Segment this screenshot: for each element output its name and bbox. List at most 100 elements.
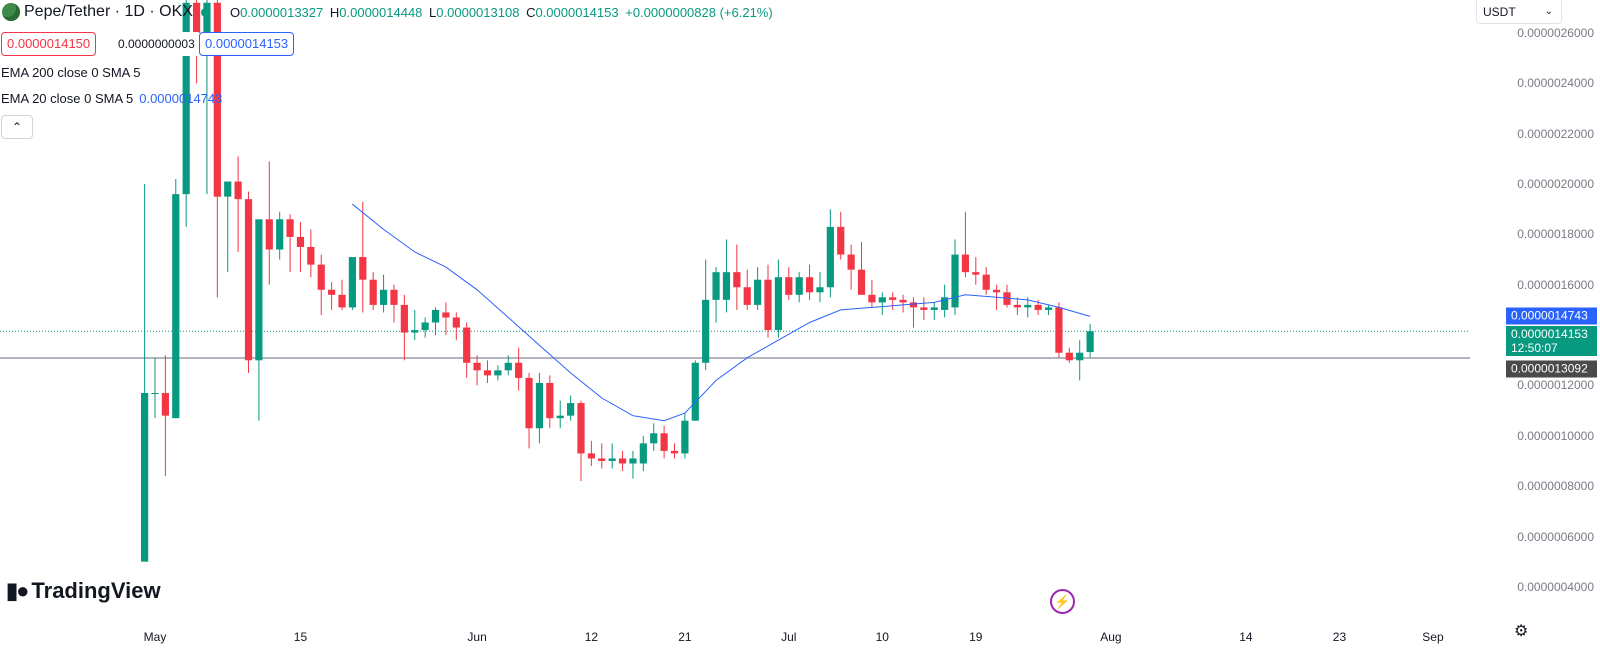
candle-body — [359, 257, 367, 280]
candle-body — [244, 199, 253, 361]
spread-value: 0.0000000003 — [112, 32, 201, 56]
candle-body — [276, 219, 284, 250]
candle-body — [733, 272, 741, 288]
candle-body — [878, 297, 886, 303]
candle-body — [286, 219, 294, 237]
candle-body — [1076, 352, 1084, 361]
candle-body — [754, 279, 762, 305]
chevron-down-icon: ⌄ — [1544, 6, 1553, 17]
candle-body — [639, 443, 647, 464]
time-axis-label: Jun — [467, 630, 487, 644]
indicator-ema20[interactable]: EMA 20 close 0 SMA 5 0.0000014743 — [1, 91, 223, 106]
time-axis-label: 19 — [969, 630, 983, 644]
candle-body — [535, 382, 544, 429]
candle-body — [182, 2, 190, 195]
candle-body — [473, 362, 481, 371]
candle-body — [1086, 331, 1094, 353]
candle-body — [494, 370, 502, 376]
sell-button[interactable]: 0.0000014150 — [1, 32, 97, 56]
crosshair-price-tag: 0.0000013092 — [1506, 360, 1597, 378]
candle-body — [141, 393, 149, 562]
candle-body — [1044, 307, 1053, 310]
symbol-header: Pepe/Tether · 1D · OKX O0.0000013327 H0.… — [0, 0, 776, 24]
bar-countdown: 12:50:07 — [1511, 341, 1558, 355]
candle-body — [920, 307, 928, 310]
candle-body — [660, 433, 668, 451]
candle-body — [224, 181, 232, 197]
candle-body — [161, 393, 169, 416]
price-axis-label: 0.0000018000 — [1517, 227, 1594, 242]
candle-body — [743, 287, 751, 305]
price-axis-label: 0.0000008000 — [1517, 479, 1594, 494]
candle-body — [379, 289, 388, 305]
candle-body — [1013, 304, 1021, 308]
time-axis-label: Sep — [1422, 630, 1444, 644]
candle-body — [483, 370, 492, 376]
candle-body — [722, 272, 731, 300]
collapse-indicators-button[interactable]: ⌃ — [1, 115, 33, 139]
candle-body — [172, 194, 180, 419]
candle-body — [795, 277, 803, 295]
candle-body — [941, 297, 949, 310]
candle-body — [816, 287, 824, 293]
candle-body — [525, 377, 533, 429]
candle-body — [681, 420, 689, 454]
ohlc-readout: O0.0000013327 H0.0000014448 L0.000001310… — [229, 4, 773, 20]
candle-body — [151, 393, 159, 395]
candle-body — [203, 2, 211, 33]
price-change: +0.0000000828 (+6.21%) — [625, 4, 773, 20]
candle-body — [899, 299, 907, 303]
indicator-ema200[interactable]: EMA 200 close 0 SMA 5 — [1, 65, 146, 80]
price-axis-label: 0.0000024000 — [1517, 76, 1594, 91]
candle-body — [785, 277, 793, 295]
candle-body — [1034, 304, 1042, 310]
symbol-title[interactable]: Pepe/Tether · 1D · OKX — [24, 3, 193, 20]
candle-body — [857, 269, 866, 295]
currency-selector[interactable]: USDT ⌄ — [1476, 0, 1562, 24]
candle-body — [961, 254, 970, 273]
candle-body — [452, 317, 460, 328]
candle-body — [951, 254, 959, 308]
candle-body — [307, 246, 315, 265]
candle-body — [296, 236, 305, 247]
candle-body — [650, 433, 658, 444]
candle-body — [702, 299, 710, 363]
candle-body — [213, 2, 221, 197]
time-axis-label: 21 — [678, 630, 692, 644]
lightning-event-icon[interactable]: ⚡ — [1050, 589, 1075, 614]
time-axis-label: 15 — [293, 630, 308, 644]
candle-body — [930, 307, 938, 310]
candle-body — [1065, 352, 1073, 361]
price-axis-label: 0.0000016000 — [1517, 277, 1594, 292]
price-axis-label: 0.0000006000 — [1517, 529, 1594, 544]
candle-body — [837, 226, 845, 255]
candle-body — [909, 302, 918, 308]
candle-body — [774, 277, 782, 331]
candle-body — [400, 304, 408, 333]
candle-body — [764, 279, 772, 331]
tradingview-logo[interactable]: ▮● TradingView — [6, 578, 161, 603]
ema20-line — [352, 203, 1091, 422]
candle-body — [889, 297, 897, 300]
candle-body — [805, 277, 814, 293]
candle-body — [1024, 304, 1032, 308]
price-axis-label: 0.0000010000 — [1517, 428, 1594, 443]
candle-body — [411, 330, 419, 333]
candle-body — [442, 312, 450, 318]
chevron-up-icon: ⌃ — [11, 120, 23, 134]
market-status-icon[interactable] — [200, 7, 210, 17]
candle-body — [504, 362, 512, 371]
time-axis-label: May — [143, 630, 167, 644]
candle-body — [421, 322, 429, 331]
time-axis-label: 14 — [1239, 630, 1253, 644]
indicator-label: EMA 200 close 0 SMA 5 — [1, 65, 141, 80]
candle-body — [826, 226, 834, 288]
time-axis-label: 23 — [1332, 630, 1347, 644]
price-axis-label: 0.0000012000 — [1517, 378, 1594, 393]
buy-button[interactable]: 0.0000014153 — [199, 32, 295, 56]
time-axis-label: 10 — [875, 630, 889, 644]
candle-body — [328, 289, 336, 295]
settings-gear-icon[interactable]: ⚙ — [1514, 623, 1529, 640]
candle-body — [431, 309, 440, 323]
